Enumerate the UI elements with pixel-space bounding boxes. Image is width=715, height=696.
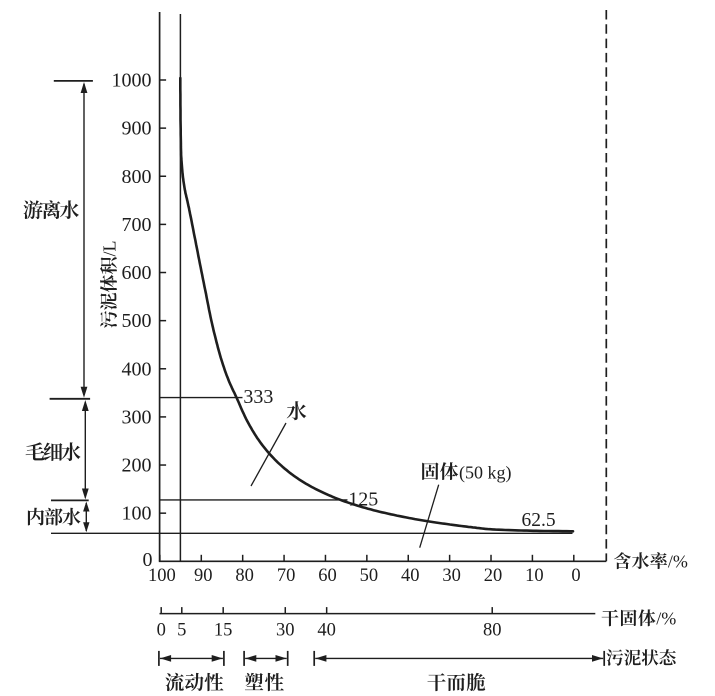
svg-text:333: 333: [243, 386, 273, 408]
svg-text:0: 0: [571, 566, 580, 586]
svg-text:600: 600: [122, 262, 152, 284]
svg-text:900: 900: [122, 118, 152, 140]
svg-text:5: 5: [177, 621, 186, 641]
svg-text:/L: /L: [99, 241, 119, 257]
svg-text:0: 0: [143, 549, 153, 571]
svg-text:30: 30: [276, 621, 295, 641]
svg-text:40: 40: [401, 566, 420, 586]
svg-text:/%: /%: [656, 609, 676, 629]
svg-text:60: 60: [318, 566, 337, 586]
svg-text:125: 125: [348, 488, 378, 510]
svg-text:400: 400: [122, 358, 152, 380]
svg-text:10: 10: [525, 566, 544, 586]
svg-text:30: 30: [442, 566, 461, 586]
svg-text:20: 20: [484, 566, 503, 586]
svg-text:80: 80: [235, 566, 254, 586]
svg-text:80: 80: [483, 621, 502, 641]
svg-text:700: 700: [122, 214, 152, 236]
svg-text:50: 50: [360, 566, 379, 586]
svg-text:62.5: 62.5: [522, 510, 556, 531]
svg-text:1000: 1000: [112, 70, 152, 92]
svg-text:40: 40: [317, 621, 336, 641]
svg-text:15: 15: [214, 621, 233, 641]
svg-text:100: 100: [148, 566, 176, 586]
svg-text:90: 90: [194, 566, 213, 586]
svg-text:70: 70: [277, 566, 296, 586]
svg-text:800: 800: [122, 166, 152, 188]
svg-text:(50 kg): (50 kg): [459, 462, 512, 483]
svg-text:200: 200: [122, 455, 152, 477]
svg-text:100: 100: [122, 503, 152, 525]
svg-text:/%: /%: [668, 552, 688, 572]
svg-text:300: 300: [122, 406, 152, 428]
svg-text:0: 0: [157, 621, 166, 641]
svg-text:500: 500: [122, 310, 152, 332]
